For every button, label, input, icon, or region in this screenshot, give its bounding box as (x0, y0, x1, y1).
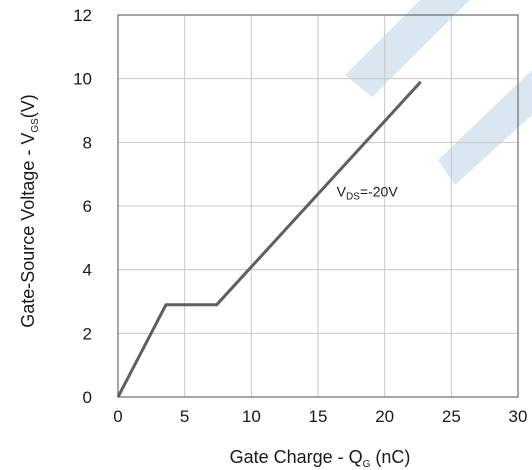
x-tick-label: 30 (509, 407, 528, 426)
series-layer (116, 80, 422, 398)
series-line (116, 80, 422, 398)
watermark-band (438, 70, 532, 185)
x-tick-label: 15 (309, 407, 328, 426)
annotations: VDS=-20V (337, 183, 399, 202)
y-axis-title: Gate-Source Voltage - VGS(V) (18, 94, 41, 328)
watermark (345, 0, 532, 185)
y-tick-label: 12 (73, 6, 92, 25)
x-tick-labels: 0 5 10 15 20 25 30 (113, 407, 527, 426)
grid (118, 15, 518, 397)
y-tick-label: 10 (73, 70, 92, 89)
x-tick-label: 25 (442, 407, 461, 426)
y-tick-label: 0 (83, 388, 92, 407)
y-tick-label: 2 (83, 324, 92, 343)
series-annotation: VDS=-20V (337, 183, 399, 202)
x-tick-label: 20 (375, 407, 394, 426)
y-tick-labels: 0 2 4 6 8 10 12 (73, 6, 92, 407)
x-tick-label: 10 (242, 407, 261, 426)
x-tick-label: 0 (113, 407, 122, 426)
y-tick-label: 6 (83, 197, 92, 216)
x-axis-title: Gate Charge - QG (nC) (230, 447, 411, 470)
watermark-band (345, 0, 470, 97)
y-tick-label: 4 (83, 261, 92, 280)
y-tick-label: 8 (83, 133, 92, 152)
x-tick-label: 5 (180, 407, 189, 426)
plot-frame (117, 14, 519, 398)
